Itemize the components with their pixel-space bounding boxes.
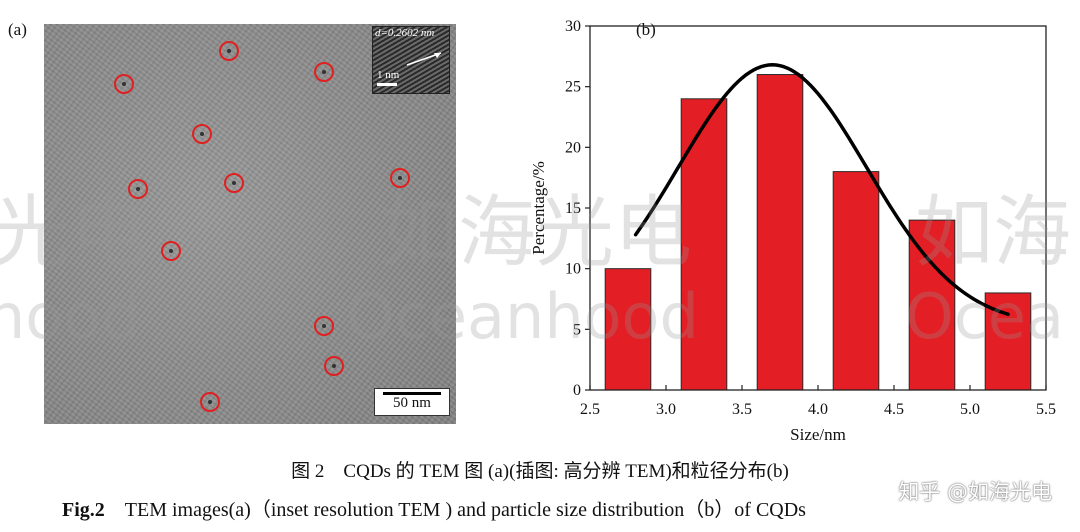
y-tick-label: 10 [565, 261, 581, 278]
caption-english: Fig.2 TEM images(a)（inset resolution TEM… [62, 493, 806, 522]
particle-marker [128, 179, 148, 199]
y-tick-label: 30 [565, 18, 581, 35]
x-tick-label: 5.0 [960, 401, 980, 418]
y-tick-label: 15 [565, 200, 581, 217]
x-tick-label: 3.0 [656, 401, 676, 418]
x-axis-title: Size/nm [790, 425, 846, 444]
scale-bar-box: 50 nm [374, 388, 450, 416]
gaussian-fit-curve [633, 63, 1010, 316]
x-tick-label: 5.5 [1036, 401, 1056, 418]
particle-marker [161, 241, 181, 261]
particle-marker [314, 62, 334, 82]
particle-marker [390, 168, 410, 188]
inset-scale-bar [377, 83, 397, 86]
bars-layer [604, 74, 1032, 391]
tem-micrograph: d=0.2602 nm 1 nm 50 nm [44, 24, 456, 424]
histogram-bar-0 [604, 268, 652, 391]
caption-english-text: TEM images(a)（inset resolution TEM ) and… [124, 499, 806, 521]
lattice-arrow-icon [406, 52, 442, 66]
size-distribution-chart: (b) 2.5 3.0 3.5 4.0 4.5 5.0 5.5 0 5 10 15 20 25 30 S… [529, 18, 1056, 444]
x-tick-label: 4.0 [808, 401, 828, 418]
x-tick-label: 4.5 [884, 401, 904, 418]
y-tick-label: 5 [573, 321, 581, 338]
y-tick-label: 20 [565, 139, 581, 156]
particle-marker [219, 41, 239, 61]
y-tick-label: 0 [573, 382, 581, 399]
particle-marker [324, 356, 344, 376]
panel-b-label: (b) [636, 20, 656, 39]
plot-frame [589, 25, 1047, 391]
particle-marker [200, 392, 220, 412]
fit-curve-layer [633, 63, 1010, 316]
y-axis-title: Percentage/% [529, 161, 548, 254]
particle-marker [224, 173, 244, 193]
panel-a-label: (a) [8, 20, 27, 39]
y-ticks-layer: 0 5 10 15 20 25 30 [565, 18, 590, 399]
histogram-bar-2 [756, 74, 804, 391]
histogram-bar-4 [908, 219, 956, 391]
zhihu-watermark: 知乎 @如海光电 [898, 480, 1052, 504]
particle-marker [114, 74, 134, 94]
scale-bar [383, 392, 441, 395]
x-ticks-layer: 2.5 3.0 3.5 4.0 4.5 5.0 5.5 [580, 385, 1056, 418]
histogram-bar-3 [832, 171, 880, 391]
hrtem-inset-image: d=0.2602 nm 1 nm [372, 26, 450, 94]
x-tick-label: 2.5 [580, 401, 600, 418]
x-tick-label: 3.5 [732, 401, 752, 418]
histogram-bar-1 [680, 98, 728, 391]
y-tick-label: 25 [565, 79, 581, 96]
scale-bar-label: 50 nm [393, 395, 431, 411]
lattice-spacing-label: d=0.2602 nm [375, 27, 435, 39]
caption-chinese: 图 2 CQDs 的 TEM 图 (a)(插图: 高分辨 TEM)和粒径分布(b… [291, 461, 789, 482]
inset-scale-label: 1 nm [377, 69, 400, 81]
caption-figure-label: Fig.2 [62, 499, 105, 521]
particle-marker [192, 124, 212, 144]
particle-marker [314, 316, 334, 336]
